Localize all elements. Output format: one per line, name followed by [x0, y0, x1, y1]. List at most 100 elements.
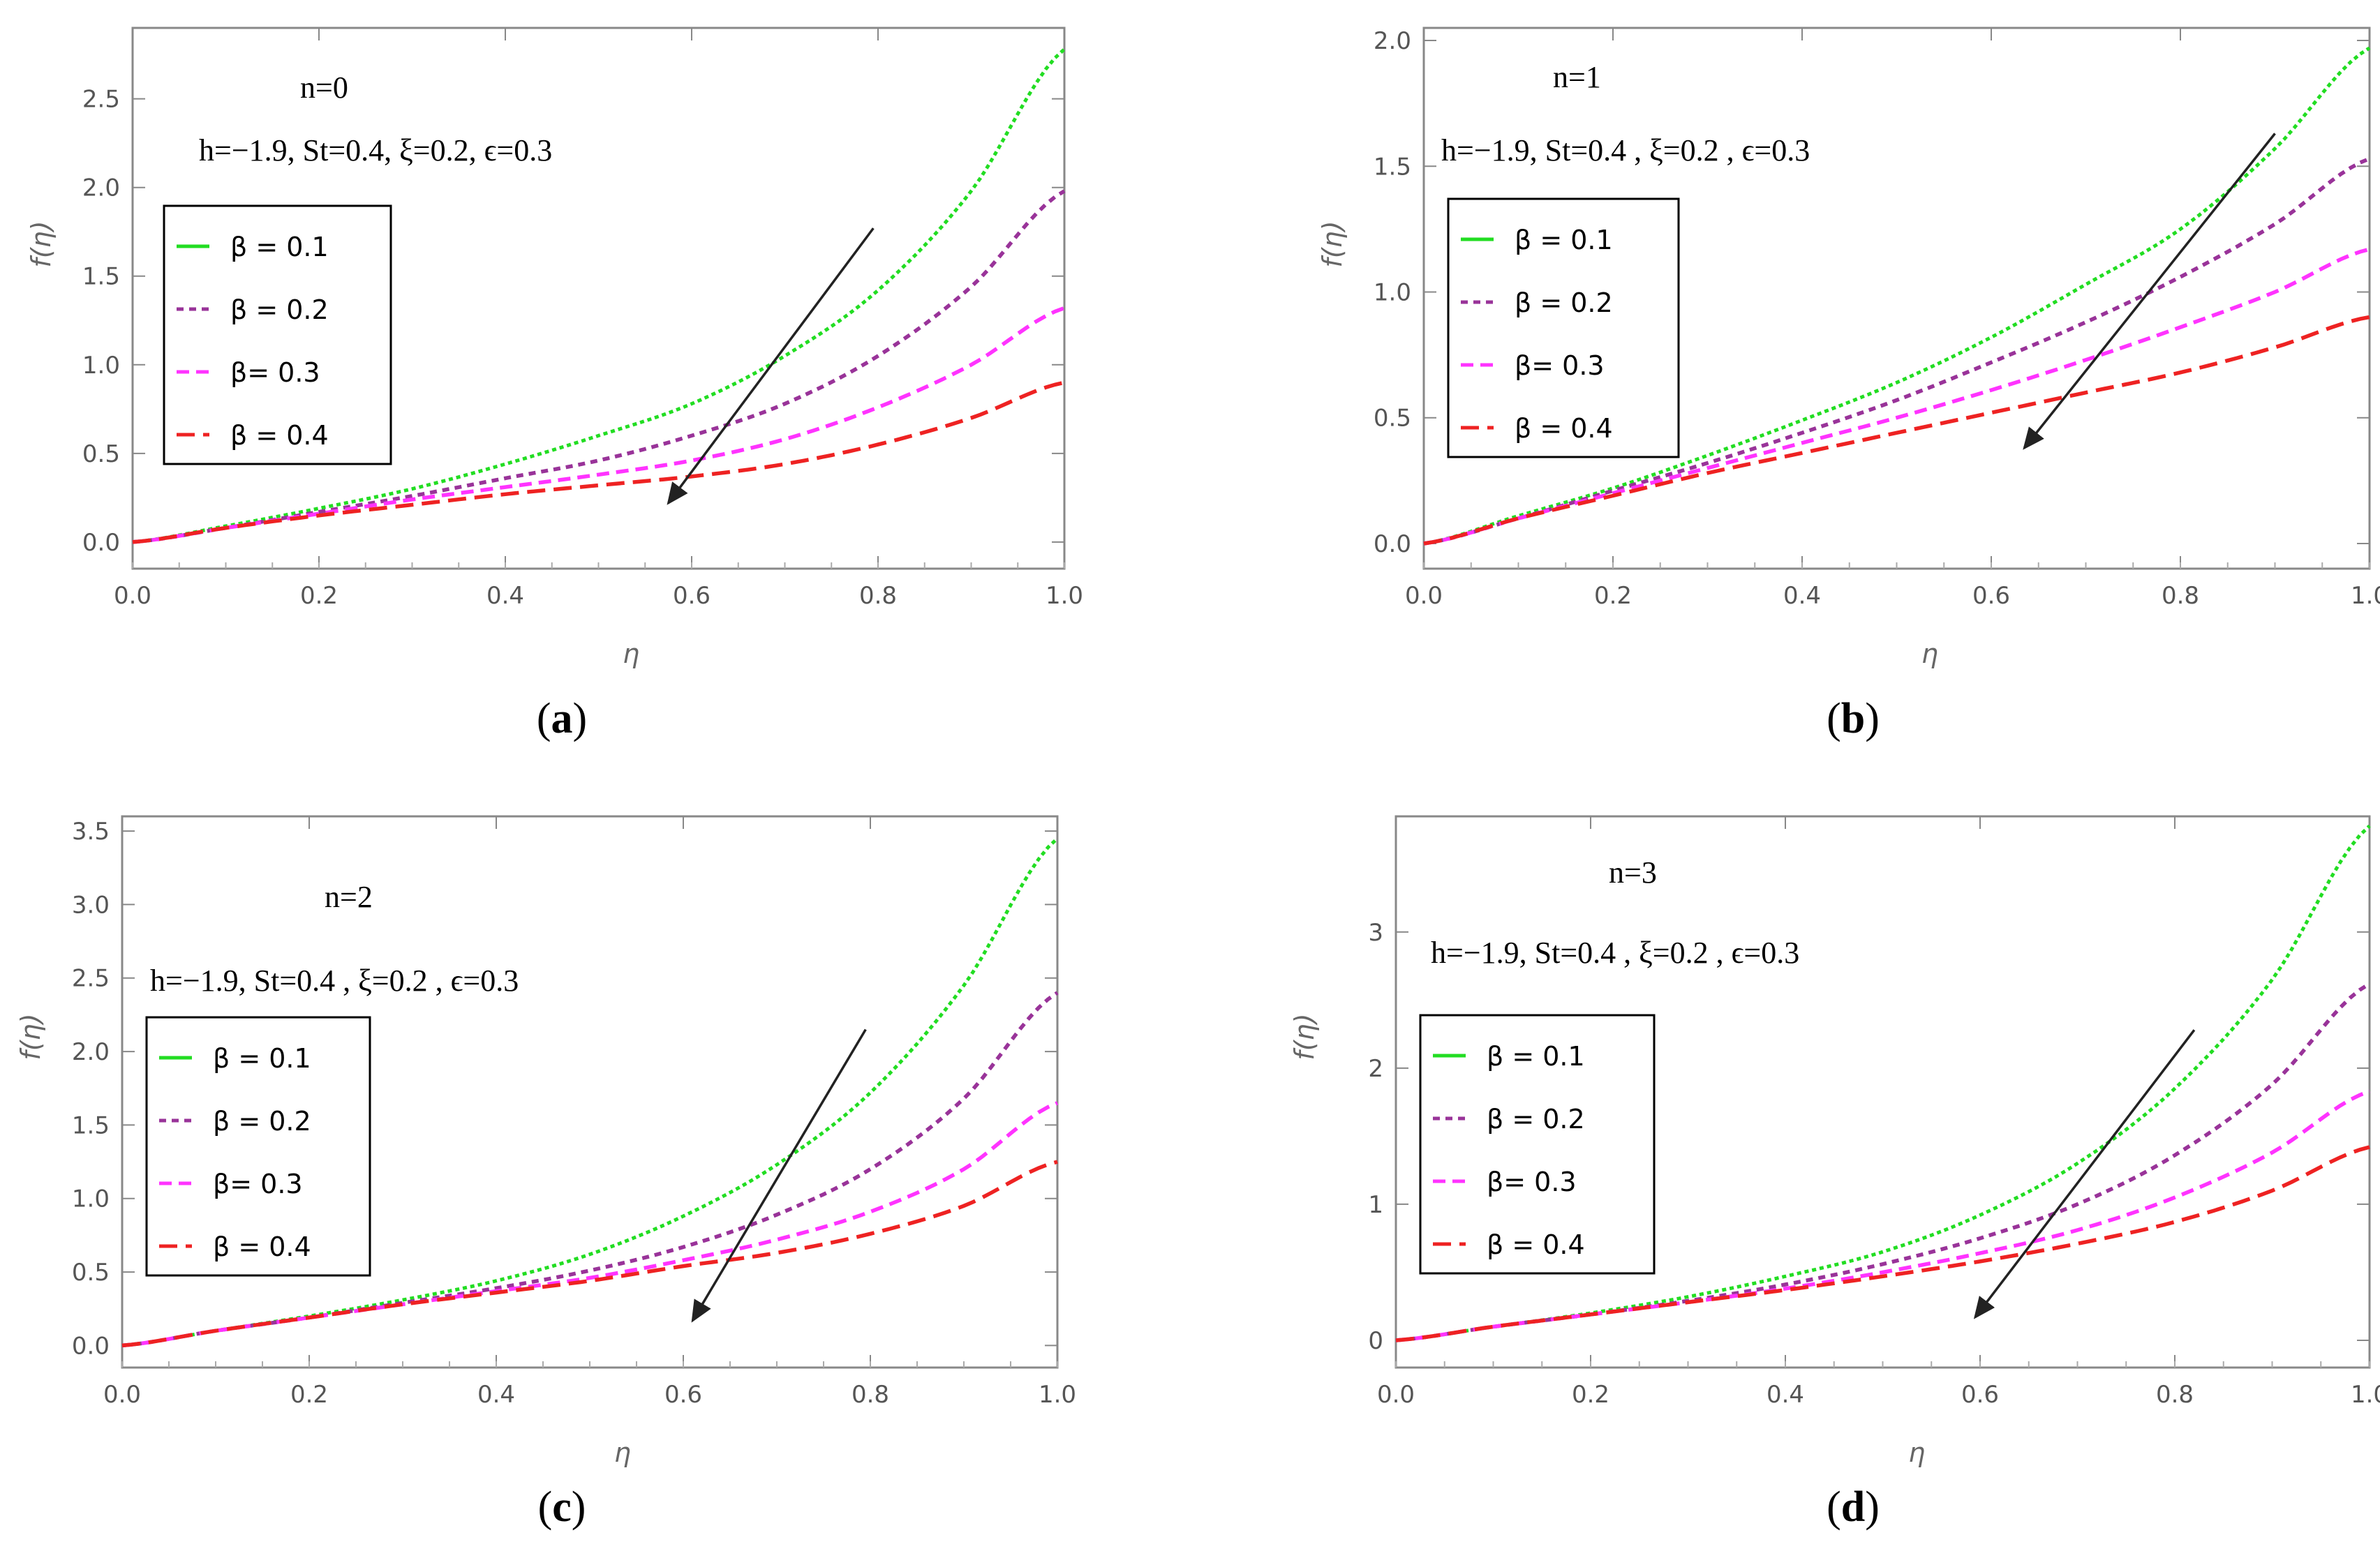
annotation-n: n=0: [300, 70, 348, 105]
annotation-params: h=−1.9, St=0.4, ξ=0.2, ϵ=0.3: [199, 133, 552, 167]
legend-entry: β= 0.3: [1515, 350, 1605, 381]
legend-box: [1419, 1014, 1656, 1275]
legend-entry: β = 0.2: [1515, 287, 1613, 318]
x-axis-label: η: [1921, 638, 1938, 669]
y-tick-label: 1.0: [82, 352, 120, 380]
chart-panel-c: 0.0 0.2 0.4 0.6 0.8 1.0 0.0 0.5 1.0 1.5 2.0 2.5 3.0 3…: [15, 815, 1076, 1531]
y-tick-label: 1.5: [1374, 153, 1411, 181]
y-tick-label: 2.5: [82, 86, 120, 114]
y-tick-label: 3: [1368, 919, 1383, 947]
y-tick-label: 0.5: [82, 440, 120, 468]
legend-box: [163, 204, 392, 465]
x-axis-label: η: [1908, 1437, 1925, 1468]
x-tick-label: 0.8: [859, 582, 897, 610]
y-tick-label: 2.0: [72, 1038, 110, 1066]
y-tick-label: 0.0: [1374, 530, 1411, 558]
legend-entry: β = 0.2: [1487, 1104, 1585, 1135]
x-tick-label: 0.2: [1572, 1381, 1609, 1409]
series-line-beta-3: [132, 306, 1065, 544]
x-tick-label: 1.0: [2351, 582, 2380, 610]
panel-label: (a): [537, 695, 587, 742]
legend: β = 0.1 β = 0.2 β= 0.3 β = 0.4: [145, 1016, 371, 1277]
annotation-n: n=2: [325, 880, 373, 914]
x-tick-label: 0.6: [673, 582, 711, 610]
legend: β = 0.1 β = 0.2 β= 0.3 β = 0.4: [1419, 1014, 1656, 1275]
legend-entry: β = 0.1: [213, 1043, 311, 1074]
legend: β = 0.1 β = 0.2 β= 0.3 β = 0.4: [1447, 197, 1680, 458]
y-axis-label: f(η): [1289, 1013, 1320, 1060]
series-line-beta-4: [132, 380, 1065, 544]
y-tick-label: 2.0: [1374, 27, 1411, 55]
legend-entry: β = 0.4: [1487, 1229, 1585, 1260]
legend-entry: β = 0.1: [1515, 225, 1613, 255]
trend-arrow: [667, 227, 875, 505]
legend-entry: β = 0.4: [1515, 413, 1613, 444]
y-tick-label: 3.0: [72, 891, 110, 919]
x-tick-label: 0.2: [1594, 582, 1632, 610]
x-tick-label: 0.6: [664, 1381, 702, 1409]
y-tick-label: 1.0: [1374, 278, 1411, 306]
y-axis-label: f(η): [1317, 220, 1348, 267]
y-tick-label: 0.5: [72, 1259, 110, 1287]
series-line-beta-1: [121, 837, 1059, 1347]
x-tick-label: 0.0: [1405, 582, 1443, 610]
annotation-n: n=3: [1609, 855, 1657, 890]
series-line-beta-1: [1423, 46, 2371, 546]
y-tick-label: 3.5: [72, 818, 110, 846]
x-axis-label: η: [614, 1437, 631, 1468]
legend-entry: β = 0.4: [213, 1231, 311, 1262]
legend-entry: β = 0.4: [230, 420, 329, 451]
legend-entry: β = 0.2: [213, 1106, 311, 1137]
y-tick-label: 2.0: [82, 174, 120, 202]
x-tick-label: 0.8: [851, 1381, 889, 1409]
panel-label: (c): [538, 1483, 586, 1531]
y-tick-label: 1.5: [72, 1111, 110, 1139]
legend-box: [1447, 197, 1680, 458]
x-tick-label: 0.8: [2156, 1381, 2194, 1409]
y-axis-label: f(η): [15, 1013, 46, 1060]
y-tick-label: 1.5: [82, 263, 120, 291]
y-tick-label: 0.0: [82, 529, 120, 557]
annotation-n: n=1: [1553, 60, 1601, 94]
legend-entry: β = 0.1: [230, 232, 329, 262]
y-tick-label: 0: [1368, 1327, 1383, 1355]
series-line-beta-1: [132, 47, 1066, 544]
y-tick-label: 0.5: [1374, 405, 1411, 433]
x-tick-label: 0.4: [477, 1381, 515, 1409]
x-tick-label: 0.0: [103, 1381, 141, 1409]
annotation-params: h=−1.9, St=0.4 , ξ=0.2 , ϵ=0.3: [1431, 936, 1799, 970]
trend-arrow: [2023, 133, 2276, 450]
x-tick-label: 1.0: [1046, 582, 1083, 610]
x-tick-label: 0.6: [1961, 1381, 1999, 1409]
y-tick-label: 2.5: [72, 965, 110, 993]
legend-entry: β = 0.1: [1487, 1041, 1585, 1072]
x-axis-label: η: [623, 638, 639, 669]
y-tick-label: 1.0: [72, 1185, 110, 1213]
y-tick-label: 2: [1368, 1055, 1383, 1083]
x-tick-label: 0.8: [2162, 582, 2199, 610]
trend-arrow: [691, 1028, 867, 1323]
legend-entry: β = 0.2: [230, 294, 329, 325]
trend-arrow: [1973, 1029, 2196, 1319]
x-tick-label: 1.0: [2351, 1381, 2380, 1409]
x-tick-label: 0.4: [1783, 582, 1821, 610]
legend-entry: β= 0.3: [213, 1169, 303, 1199]
y-axis-label: f(η): [26, 220, 57, 267]
x-tick-label: 0.6: [1972, 582, 2010, 610]
legend-entry: β= 0.3: [230, 357, 320, 388]
annotation-params: h=−1.9, St=0.4 , ξ=0.2 , ϵ=0.3: [1441, 133, 1810, 167]
chart-panel-a: 0.0 0.2 0.4 0.6 0.8 1.0 0.0 0.5 1.0 1.5 2.0 2.5 η f(η…: [26, 27, 1083, 742]
x-tick-label: 0.0: [1377, 1381, 1415, 1409]
series-line-beta-3: [121, 1101, 1059, 1348]
x-tick-label: 0.2: [300, 582, 338, 610]
x-tick-label: 1.0: [1039, 1381, 1076, 1409]
legend-box: [145, 1016, 371, 1277]
x-tick-label: 0.0: [114, 582, 151, 610]
series-line-beta-4: [1423, 315, 2370, 546]
x-tick-label: 0.2: [290, 1381, 328, 1409]
y-tick-label: 1: [1368, 1191, 1383, 1219]
y-tick-label: 0.0: [72, 1332, 110, 1360]
chart-panel-d: 0.0 0.2 0.4 0.6 0.8 1.0 0 1 2 3 η f(η) n=3 h=−1.9, St…: [1289, 815, 2380, 1531]
chart-panel-b: 0.0 0.2 0.4 0.6 0.8 1.0 0.0 0.5 1.0 1.5 2.0 η f(η) n=…: [1317, 27, 2380, 742]
